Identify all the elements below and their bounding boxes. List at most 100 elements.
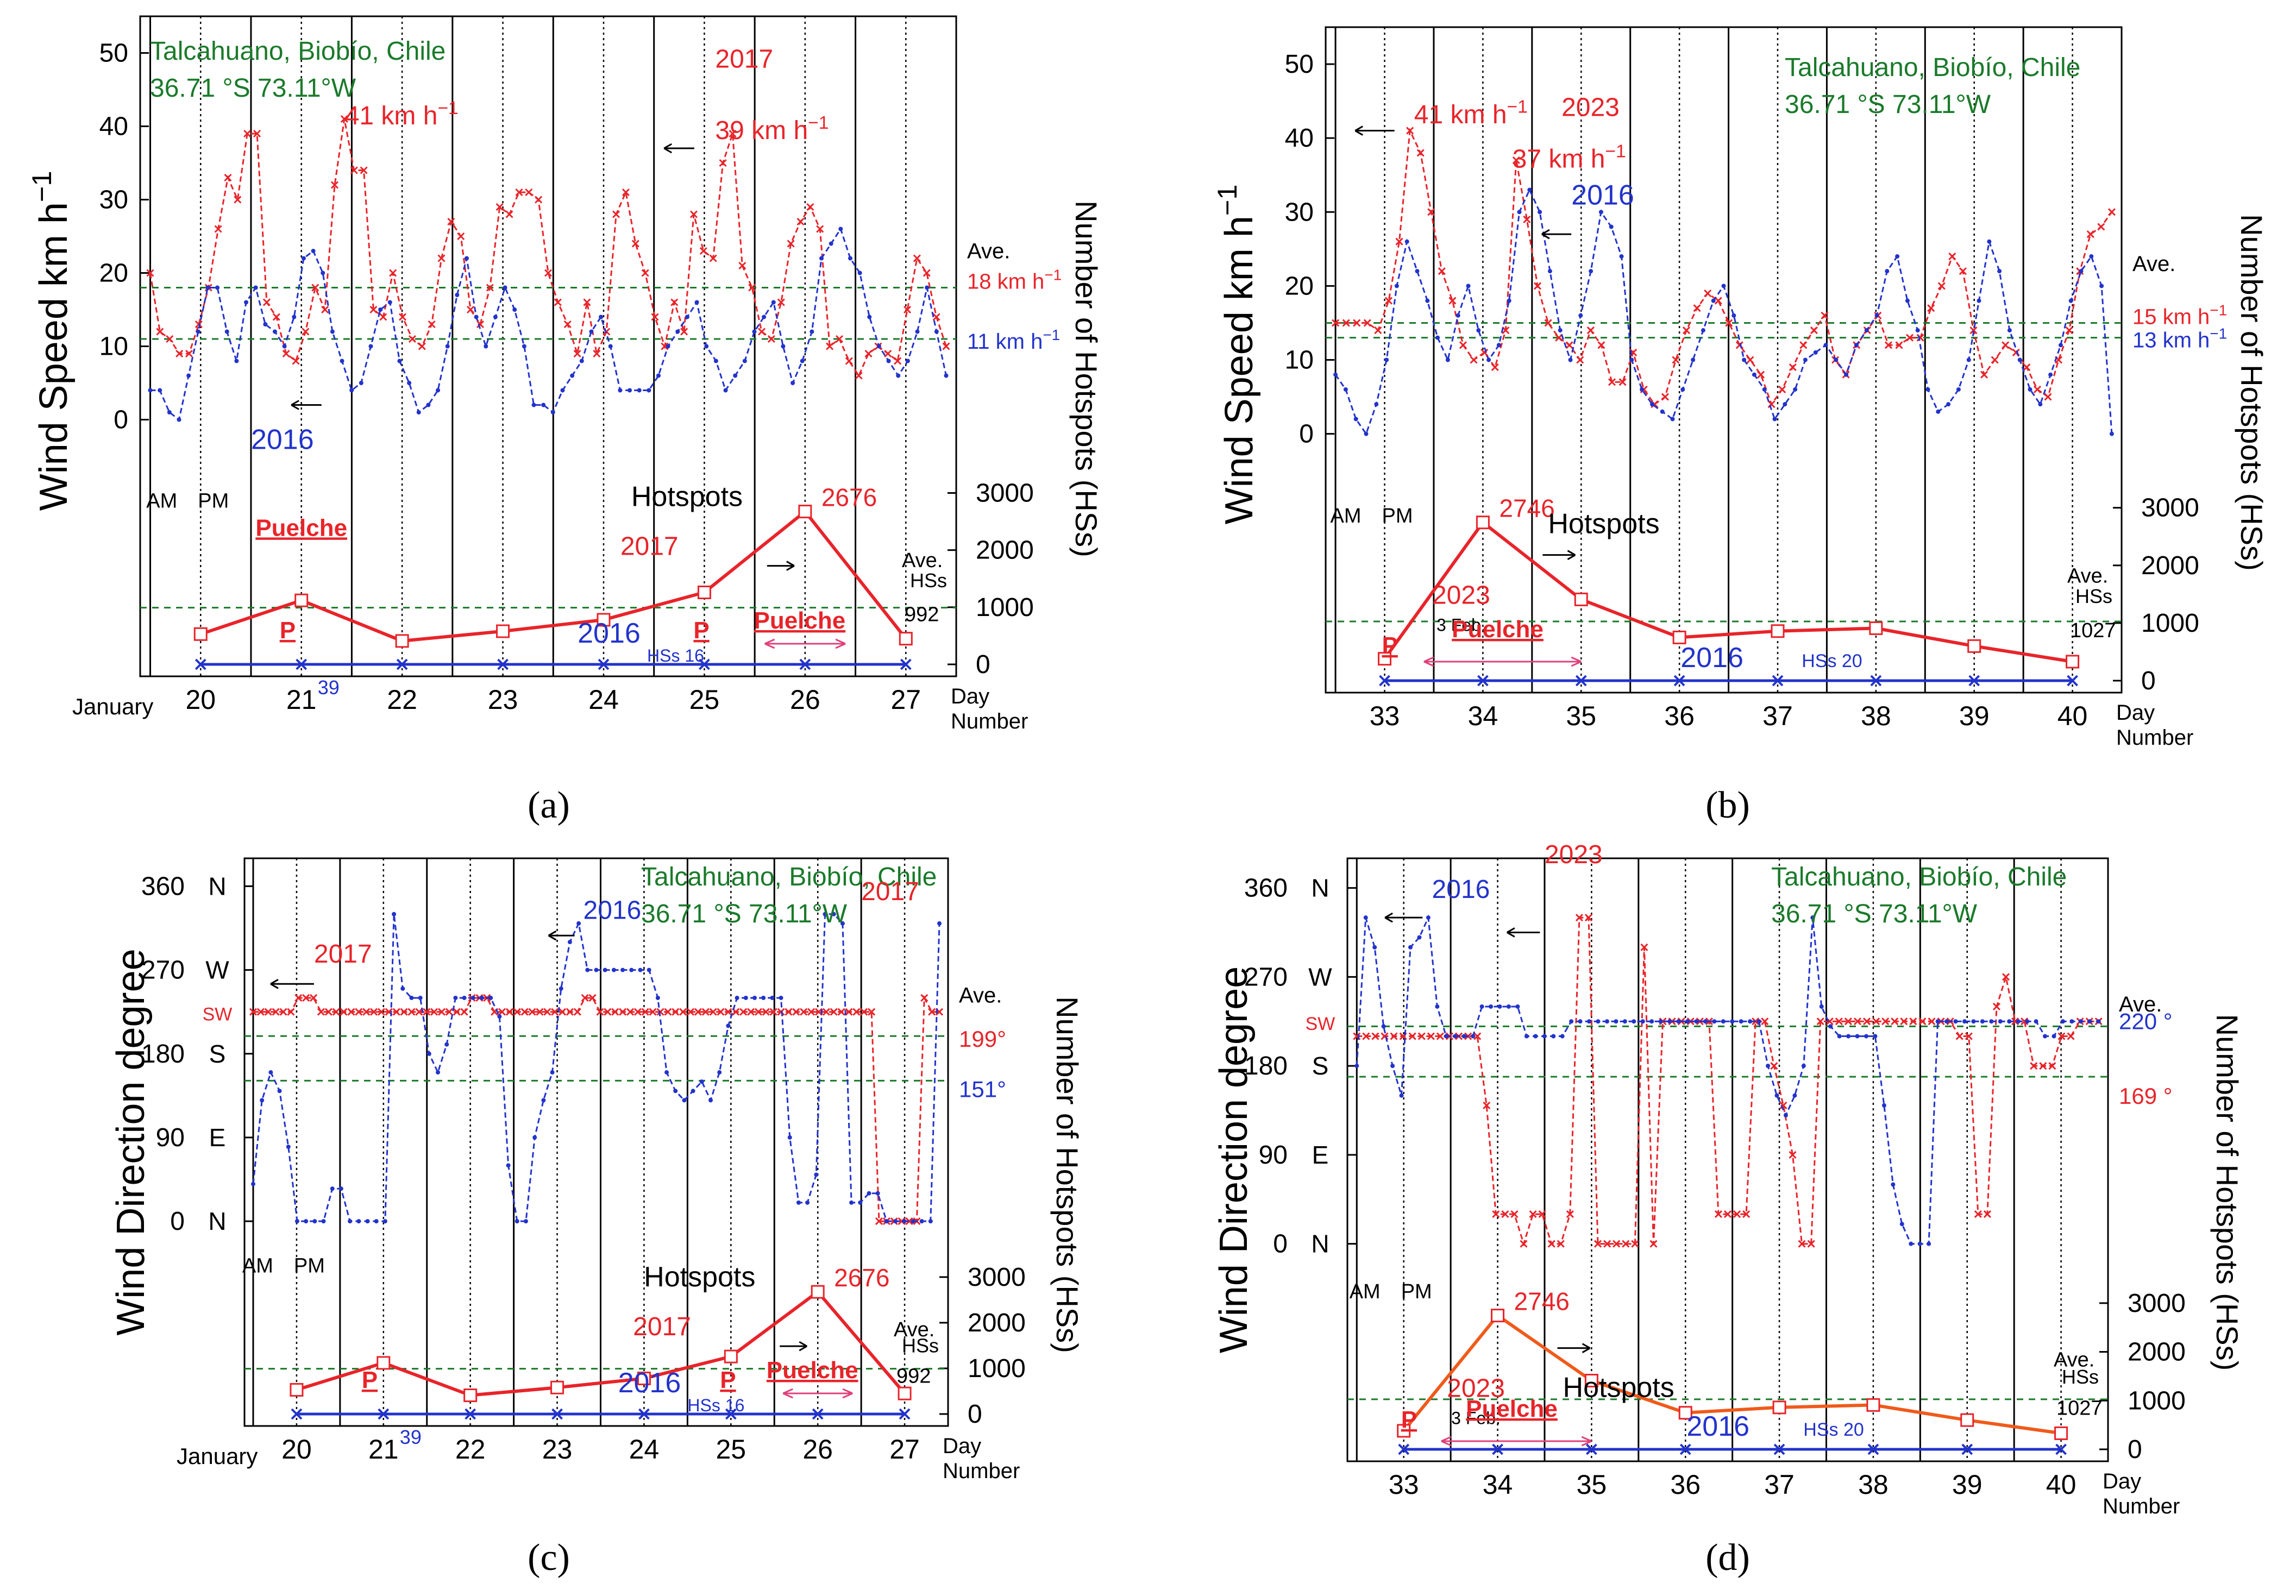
- red-wind-point: [558, 1008, 567, 1016]
- blue-wind-point: [589, 329, 594, 334]
- red-wind-point: [1533, 282, 1542, 290]
- blue-wind-point: [340, 359, 344, 363]
- blue-wind-point: [436, 388, 441, 393]
- red-wind-point: [1565, 341, 1573, 349]
- blue-wind-point: [831, 912, 836, 916]
- hotspot-marker: [1960, 1413, 1974, 1427]
- ave-red-value: 18 km h−1: [967, 267, 1062, 294]
- hotspot-blue-marker: [296, 658, 308, 670]
- red-wind-point: [535, 196, 543, 204]
- y-tick-label: 10: [1285, 346, 1314, 375]
- red-wind-point: [185, 349, 193, 358]
- red-wind-point: [2044, 393, 2052, 401]
- hotspots-red-line: [296, 1290, 906, 1397]
- hotspots-red-line: [1383, 520, 2073, 663]
- p-marker: P: [1382, 632, 1398, 659]
- blue-year-label: 2016: [584, 896, 642, 925]
- y-right-tick-label: 0: [968, 1400, 982, 1429]
- x-tick-label: 33: [1389, 1469, 1419, 1500]
- peak-label-2: 37 km h−1: [1513, 141, 1626, 173]
- blue-wind-point: [858, 1200, 863, 1205]
- ave-red-value: 169 °: [2119, 1083, 2173, 1109]
- red-wind-point: [294, 994, 303, 1002]
- blue-wind-point: [1399, 1093, 1404, 1098]
- blue-wind-point: [1721, 1019, 1726, 1024]
- blue-wind-point: [2028, 387, 2032, 392]
- red-wind-point: [1742, 1210, 1751, 1218]
- x-tick-label: 22: [387, 684, 417, 715]
- red-wind-point: [2002, 973, 2010, 981]
- hotspots-ylabel: Number of Hotspots (HSs): [2210, 1014, 2244, 1371]
- red-wind-point: [1363, 319, 1371, 327]
- y-tick-label: 0: [1299, 420, 1314, 449]
- red-wind-point: [1778, 385, 1786, 394]
- day-label: Day: [943, 1434, 981, 1458]
- red-wind-point: [486, 284, 494, 292]
- hotspot-marker: [2066, 655, 2080, 669]
- red-wind-series-line: [1357, 916, 2099, 1247]
- red-wind-point: [1992, 1002, 2001, 1011]
- red-wind-point: [2065, 326, 2073, 335]
- day-label: Day: [951, 684, 989, 708]
- red-wind-point: [1491, 363, 1499, 372]
- red-wind-point: [1909, 1017, 1917, 1026]
- hotspot-blue-marker: [638, 1408, 650, 1420]
- blue-year-arrow-head: [291, 400, 299, 410]
- blue-wind-point: [1701, 328, 1705, 333]
- blue-wind-point: [2079, 269, 2084, 274]
- hotspot-blue-marker: [1772, 675, 1784, 687]
- blue-wind-point: [1551, 1034, 1556, 1039]
- red-wind-point: [1416, 149, 1425, 157]
- red-wind-point: [1613, 1240, 1621, 1248]
- blue-wind-point: [647, 967, 651, 972]
- y-right-tick-label: 1000: [976, 593, 1034, 622]
- red-wind-point: [1816, 1017, 1824, 1026]
- blue-wind-point: [506, 1163, 511, 1168]
- hotspot-blue-marker: [899, 1408, 911, 1420]
- y-tick-label: 20: [1285, 272, 1314, 300]
- red-wind-point: [1436, 1032, 1444, 1040]
- number-label: Number: [943, 1459, 1020, 1483]
- y-tick-label: 0: [114, 406, 128, 435]
- red-wind-point: [467, 305, 475, 314]
- hotspots-arrow-head: [1567, 550, 1576, 560]
- blue-wind-point: [1874, 313, 1879, 318]
- peak-label-1: 41 km h−1: [345, 98, 459, 130]
- blue-wind-point: [1515, 1004, 1520, 1009]
- blue-wind-point: [312, 1219, 317, 1224]
- blue-wind-point: [445, 344, 450, 349]
- red-wind-point: [670, 298, 679, 306]
- blue-wind-point: [1694, 1019, 1699, 1024]
- red-wind-point: [619, 1008, 627, 1016]
- blue-wind-point: [2052, 1034, 2056, 1039]
- blue-wind-point: [1640, 1019, 1645, 1024]
- blue-wind-point: [1622, 1019, 1627, 1024]
- day-label: Day: [2116, 701, 2155, 725]
- red-wind-point: [860, 1008, 868, 1016]
- hotspot-marker: [1967, 639, 1981, 653]
- red-wind-point: [1798, 1240, 1806, 1248]
- blue-wind-point: [1363, 915, 1368, 920]
- blue-hs-year: 2016: [1680, 642, 1743, 674]
- red-wind-point: [360, 166, 368, 174]
- blue-wind-point: [1425, 298, 1430, 303]
- red-wind-point: [515, 188, 523, 197]
- blue-wind-point: [911, 1219, 915, 1224]
- red-wind-point: [415, 1008, 423, 1016]
- blue-wind-point: [1813, 350, 1818, 355]
- blue-wind-point: [474, 315, 479, 319]
- red-wind-point: [1948, 252, 1956, 261]
- blue-wind-point: [1372, 945, 1377, 950]
- hss20-label: HSs 20: [1803, 1419, 1864, 1440]
- blue-wind-point: [1456, 313, 1460, 318]
- hss16-label: HSs 16: [687, 1396, 744, 1415]
- p-marker: P: [362, 1367, 378, 1393]
- p-marker: P: [280, 617, 296, 644]
- hotspot-blue-marker: [2067, 675, 2078, 687]
- blue-wind-point: [282, 344, 287, 349]
- y-tick-label: 50: [1285, 50, 1314, 79]
- blue-wind-point: [292, 315, 297, 319]
- red-wind-series-line: [149, 118, 947, 378]
- location-name: Talcahuano, Biobío, Chile: [1785, 53, 2080, 82]
